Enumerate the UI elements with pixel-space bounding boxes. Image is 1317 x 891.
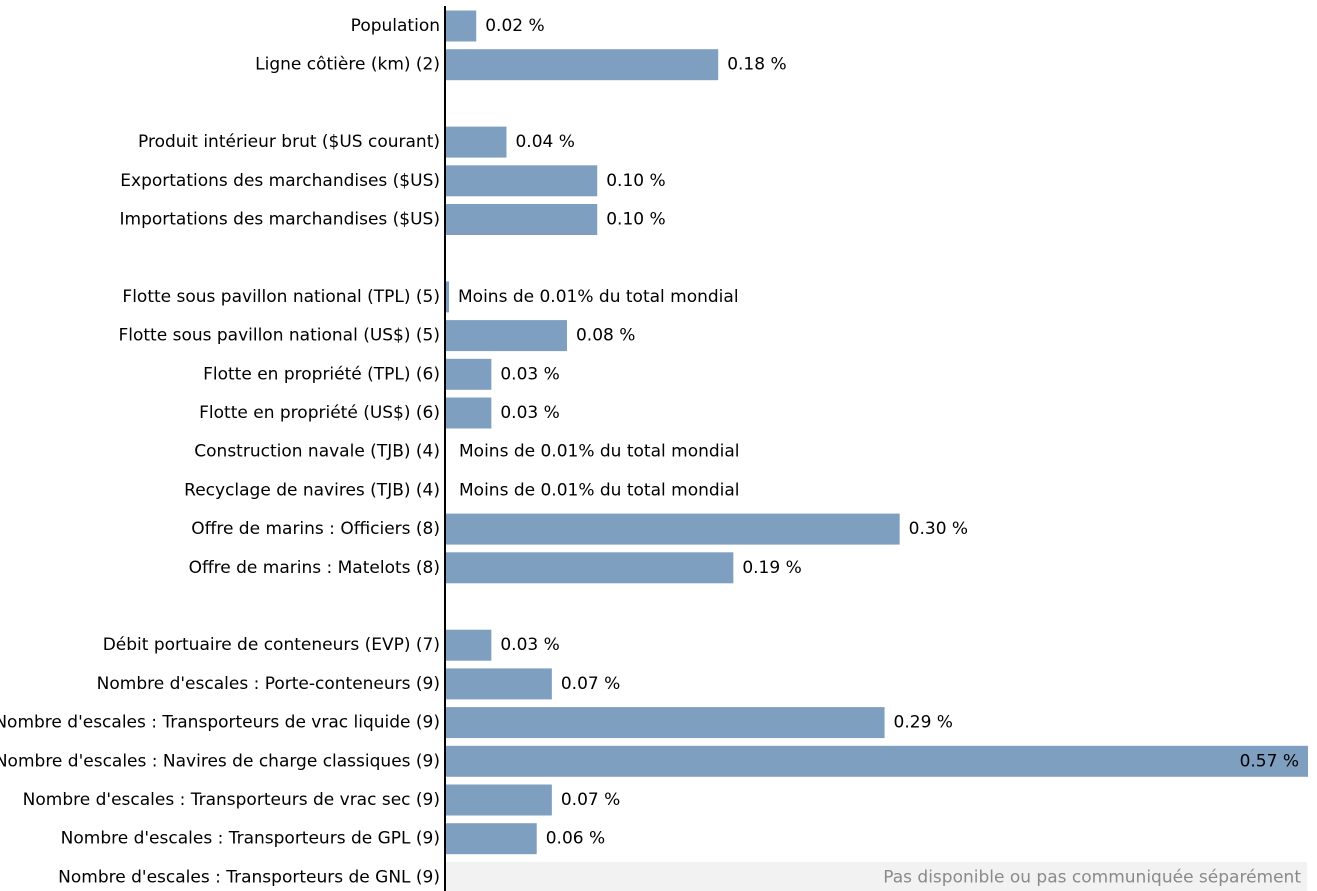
value-label: 0.07 % xyxy=(561,674,620,694)
bar xyxy=(446,10,477,42)
value-label: Moins de 0.01% du total mondial xyxy=(458,287,739,307)
value-label: 0.30 % xyxy=(909,519,968,539)
value-label: 0.03 % xyxy=(500,403,559,423)
category-label: Nombre d'escales : Transporteurs de GPL … xyxy=(61,829,440,849)
category-label: Offre de marins : Matelots (8) xyxy=(189,558,440,578)
value-label: 0.03 % xyxy=(500,364,559,384)
category-label: Population xyxy=(351,16,440,36)
category-label: Flotte sous pavillon national (US$) (5) xyxy=(118,326,440,346)
category-label: Construction navale (TJB) (4) xyxy=(194,442,440,462)
value-label: 0.06 % xyxy=(546,829,605,849)
value-label: 0.29 % xyxy=(894,713,953,733)
not-available-band xyxy=(446,861,1307,891)
bar xyxy=(446,126,507,158)
value-label: 0.03 % xyxy=(500,635,559,655)
not-available-label: Pas disponible ou pas communiquée séparé… xyxy=(883,867,1301,887)
value-label: 0.02 % xyxy=(485,16,544,36)
bar xyxy=(446,165,598,197)
category-label: Nombre d'escales : Transporteurs de vrac… xyxy=(0,713,440,733)
value-label: 0.10 % xyxy=(606,171,665,191)
bar xyxy=(446,784,552,816)
category-label: Flotte en propriété (TPL) (6) xyxy=(203,364,440,384)
value-label: 0.18 % xyxy=(727,55,786,75)
value-label: 0.08 % xyxy=(576,326,635,346)
bar xyxy=(446,49,719,81)
category-label: Flotte en propriété (US$) (6) xyxy=(199,403,440,423)
bar xyxy=(446,320,567,352)
value-label: 0.10 % xyxy=(606,210,665,230)
category-label: Recyclage de navires (TJB) (4) xyxy=(184,480,440,500)
bar xyxy=(446,823,537,855)
bar xyxy=(446,397,492,429)
bar xyxy=(446,513,900,545)
value-label: 0.57 % xyxy=(1240,751,1299,771)
category-label: Nombre d'escales : Porte-conteneurs (9) xyxy=(97,674,440,694)
category-label: Exportations des marchandises ($US) xyxy=(120,171,440,191)
bar xyxy=(446,204,598,235)
category-label: Ligne côtière (km) (2) xyxy=(255,55,440,75)
bar xyxy=(446,668,552,700)
category-label: Flotte sous pavillon national (TPL) (5) xyxy=(122,287,440,307)
category-label: Nombre d'escales : Navires de charge cla… xyxy=(0,751,440,771)
bar xyxy=(446,281,450,313)
category-label: Produit intérieur brut ($US courant) xyxy=(138,132,440,152)
bar xyxy=(446,629,492,661)
bar xyxy=(446,358,492,390)
value-label: Moins de 0.01% du total mondial xyxy=(459,442,740,462)
value-label: Moins de 0.01% du total mondial xyxy=(459,480,740,500)
bar xyxy=(446,552,734,584)
value-label: 0.04 % xyxy=(515,132,574,152)
bar xyxy=(446,707,885,739)
category-label: Débit portuaire de conteneurs (EVP) (7) xyxy=(103,635,440,655)
value-label: 0.19 % xyxy=(742,558,801,578)
category-label: Nombre d'escales : Transporteurs de GNL … xyxy=(58,867,440,887)
value-label: 0.07 % xyxy=(561,790,620,810)
category-label: Offre de marins : Officiers (8) xyxy=(191,519,440,539)
category-label: Importations des marchandises ($US) xyxy=(120,210,441,230)
bar xyxy=(446,745,1308,777)
category-label: Nombre d'escales : Transporteurs de vrac… xyxy=(23,790,440,810)
